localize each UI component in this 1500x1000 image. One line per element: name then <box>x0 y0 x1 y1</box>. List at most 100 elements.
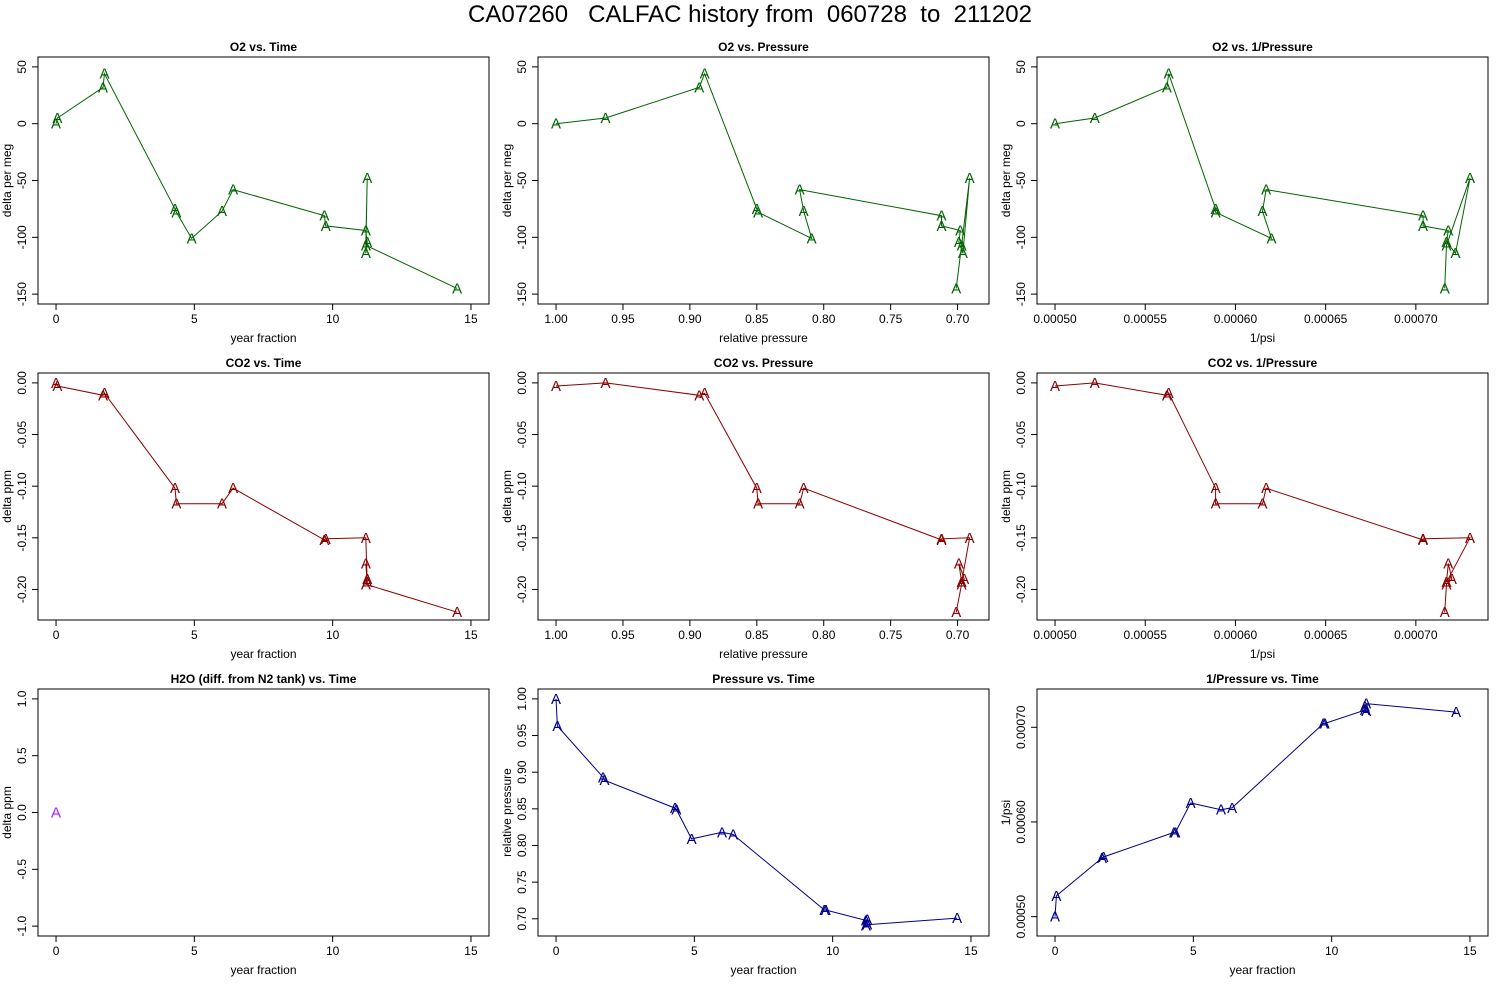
x-tick-label: 0 <box>553 944 560 958</box>
data-point: A <box>965 530 975 547</box>
data-point: A <box>937 208 947 225</box>
data-point: A <box>1186 795 1196 812</box>
y-axis-label: 1/psi <box>999 800 1013 825</box>
data-point: A <box>51 116 61 133</box>
data-point: A <box>361 245 371 262</box>
y-tick-label: -100 <box>515 225 529 249</box>
x-tick-label: 0.00065 <box>1304 312 1348 326</box>
x-axis-label: year fraction <box>230 331 296 345</box>
data-point: A <box>1211 204 1221 221</box>
data-point: A <box>1050 378 1060 395</box>
x-tick-label: 0.75 <box>879 628 903 642</box>
data-point: A <box>700 66 710 83</box>
series-line <box>55 71 458 289</box>
data-point: A <box>1465 170 1475 187</box>
panel-title: O2 vs. Time <box>230 40 297 54</box>
y-tick-label: 50 <box>515 60 529 74</box>
panel-9: 1/Pressure vs. Time 0 5 10 15 year fraction 0.… <box>999 672 1489 977</box>
plot-frame <box>37 688 490 937</box>
y-tick-label: 0.5 <box>15 747 29 764</box>
data-point: A <box>1447 571 1457 588</box>
data-point: A <box>799 480 809 497</box>
data-point: A <box>601 375 611 392</box>
series-line <box>1054 703 1457 917</box>
data-point: A <box>959 571 969 588</box>
data-point: A <box>753 496 763 513</box>
data-point: A <box>51 805 61 822</box>
x-tick-label: 0.90 <box>678 312 702 326</box>
data-point: A <box>958 245 968 262</box>
y-tick-label: -0.10 <box>15 472 29 500</box>
plot-frame <box>1036 688 1489 937</box>
y-tick-label: -0.15 <box>1014 524 1028 552</box>
data-point: A <box>1257 496 1267 513</box>
x-tick-label: 0.85 <box>745 628 769 642</box>
data-point: A <box>952 910 962 927</box>
x-tick-label: 0.00070 <box>1394 628 1438 642</box>
data-point: A <box>1418 532 1428 549</box>
series-line <box>555 72 971 289</box>
panel-title: O2 vs. Pressure <box>718 40 809 54</box>
y-tick-label: 0.70 <box>515 907 529 931</box>
y-tick-label: 0.00 <box>1014 371 1028 395</box>
data-point: A <box>552 718 562 735</box>
data-point: A <box>1361 696 1371 713</box>
panel-title: O2 vs. 1/Pressure <box>1212 40 1313 54</box>
data-point: A <box>753 204 763 221</box>
data-point: A <box>1418 531 1428 548</box>
data-point: A <box>99 385 109 402</box>
x-axis-label: year fraction <box>230 647 296 661</box>
y-axis-label: delta per meg <box>0 144 14 217</box>
data-point: A <box>862 912 872 929</box>
data-point: A <box>362 234 372 251</box>
data-point: A <box>671 802 681 819</box>
panel-3: O2 vs. 1/Pressure 0.00050 0.00055 0.00060 0.… <box>999 40 1489 345</box>
data-point: A <box>1051 888 1061 905</box>
x-axis-label: year fraction <box>730 963 796 977</box>
y-axis-label: relative pressure <box>500 768 514 857</box>
y-tick-label: 0.00 <box>15 371 29 395</box>
data-point: A <box>694 79 704 96</box>
x-tick-label: 15 <box>464 944 478 958</box>
data-point: A <box>752 201 762 218</box>
data-point: A <box>670 800 680 817</box>
y-tick-label: -0.20 <box>15 575 29 603</box>
data-point: A <box>1442 237 1452 254</box>
y-tick-label: 1.0 <box>15 690 29 707</box>
data-point: A <box>228 182 238 199</box>
x-tick-label: 0.80 <box>812 628 836 642</box>
x-tick-label: 0.00065 <box>1304 628 1348 642</box>
x-tick-label: 0.70 <box>946 312 970 326</box>
x-tick-label: 1.00 <box>544 628 568 642</box>
data-point: A <box>452 280 462 297</box>
x-axis-label: year fraction <box>230 963 296 977</box>
x-tick-label: 0.90 <box>678 628 702 642</box>
y-tick-label: 0.75 <box>515 870 529 894</box>
data-point: A <box>1098 849 1108 866</box>
data-point: A <box>1211 496 1221 513</box>
y-tick-label: -150 <box>15 282 29 306</box>
data-point: A <box>1442 234 1452 251</box>
x-tick-label: 0 <box>53 312 60 326</box>
data-point: A <box>1164 66 1174 83</box>
data-point: A <box>954 234 964 251</box>
y-tick-label: -100 <box>15 225 29 249</box>
panel-title: CO2 vs. Pressure <box>714 356 814 370</box>
data-point: A <box>361 222 371 239</box>
y-tick-label: -0.10 <box>1014 472 1028 500</box>
y-tick-label: -0.05 <box>1014 421 1028 449</box>
y-axis-label: delta per meg <box>999 144 1013 217</box>
x-tick-label: 5 <box>191 312 198 326</box>
x-tick-label: 15 <box>964 944 978 958</box>
panel-title: H2O (diff. from N2 tank) vs. Time <box>171 672 357 686</box>
series-line <box>1054 382 1471 613</box>
y-tick-label: 50 <box>1014 60 1028 74</box>
x-tick-label: 0.95 <box>611 628 635 642</box>
y-axis-label: delta ppm <box>999 470 1013 523</box>
figure-title: CA07260 CALFAC history from 060728 to 21… <box>468 1 1032 28</box>
x-tick-label: 5 <box>191 628 198 642</box>
data-point: A <box>799 203 809 220</box>
data-point: A <box>1361 703 1371 720</box>
data-point: A <box>700 385 710 402</box>
